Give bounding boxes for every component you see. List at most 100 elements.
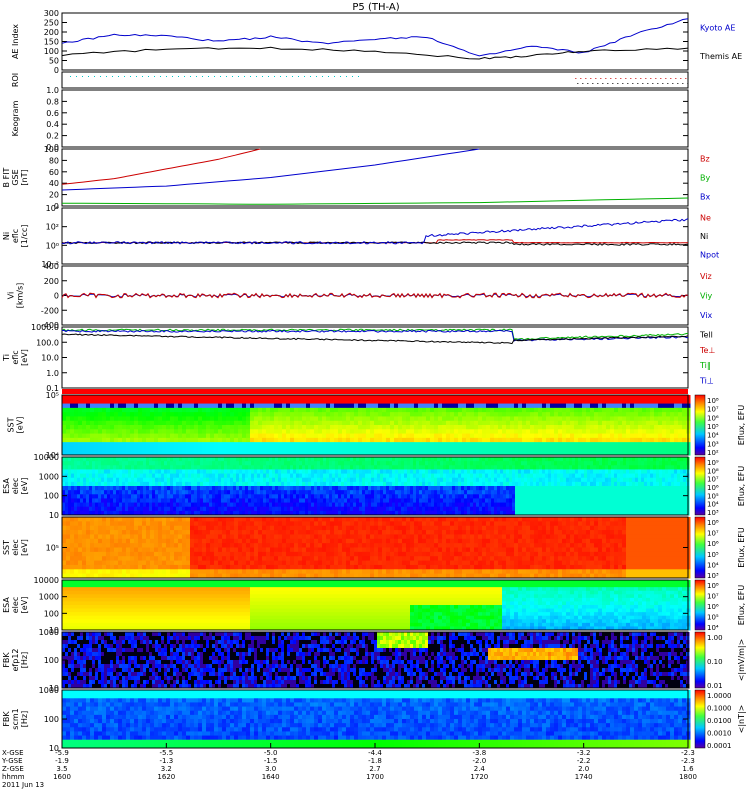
legend-Kyoto AE: Kyoto AE [700, 23, 735, 32]
y-tick-label: 10⁴ [46, 204, 59, 213]
roi-dot [106, 76, 107, 77]
y-tick-label: 20 [49, 191, 59, 200]
ylabel-line: [nT] [20, 169, 29, 185]
roi-dot [148, 76, 149, 77]
roi-dot [650, 78, 652, 79]
legend-Viy: Viy [700, 292, 713, 301]
ylabel-line: AE Index [11, 24, 20, 59]
colorbar-tick: 10³ [707, 572, 719, 580]
ylabel-ae: AE Index [11, 24, 20, 59]
x-tick-label-z: 3.5 [56, 765, 67, 773]
ylabel-fbk2: FBKscm1[Hz] [2, 708, 29, 729]
colorbar-tick: 10⁸ [707, 582, 719, 590]
colorbar-tick: 10⁸ [707, 519, 719, 527]
colorbar-tick: 10⁸ [707, 397, 719, 405]
y-tick-label: 100.0 [36, 338, 59, 347]
colorbar-tick: 10³ [707, 509, 719, 517]
roi-dot [328, 76, 329, 77]
colorbar-tick: 10⁷ [707, 476, 719, 484]
colorbar-tick: 10⁴ [707, 432, 719, 440]
x-tick-label-t: 1800 [679, 773, 697, 781]
y-tick-label: 40 [49, 179, 59, 188]
y-tick-label: 10⁵ [46, 544, 59, 553]
colorbar-tick: 10⁶ [707, 603, 719, 611]
legend-Ni: Ni [700, 232, 708, 241]
roi-dot [250, 76, 251, 77]
ylabel-line: [1/cc] [20, 225, 29, 248]
sst-flag-strip [62, 389, 688, 394]
ylabel-esa_e: ESAelec[eV] [2, 478, 29, 495]
roi-dot [575, 78, 577, 79]
roi-dot [647, 83, 649, 84]
roi-dot [100, 76, 101, 77]
roi-dot [590, 78, 592, 79]
y-tick-label: 0.4 [46, 120, 59, 129]
spectrogram-esa_i [62, 580, 691, 631]
ylabel-line: ESA [2, 478, 11, 494]
ylabel-line: [Hz] [20, 652, 29, 668]
y-tick-label: 0.8 [46, 97, 59, 106]
colorbar-tick: 10⁵ [707, 551, 719, 559]
colorbar-tick: 1.00 [707, 634, 723, 642]
roi-dot [595, 78, 597, 79]
trace-tiperp [61, 329, 689, 342]
colorbar-sst_i [694, 516, 706, 579]
colorbar-tick: 0.0100 [707, 717, 732, 725]
x-tick-label-z: 3.2 [161, 765, 172, 773]
ylabel-line: Ni [2, 232, 11, 240]
colorbar-tick: 10⁸ [707, 467, 719, 475]
roi-dot [625, 78, 627, 79]
panel-frame-sst_e [61, 394, 689, 456]
y-tick-label: 100 [44, 47, 59, 56]
roi-dot [172, 76, 173, 77]
roi-dot [286, 76, 287, 77]
y-tick-label: 100 [44, 492, 59, 501]
x-tick-label-x: -5.0 [264, 749, 278, 757]
y-tick-label: 10⁰ [46, 241, 59, 250]
roi-dot [256, 76, 257, 77]
roi-dot [627, 83, 629, 84]
ylabel-line: [eV] [16, 417, 25, 434]
y-tick-label: 0 [54, 202, 59, 211]
panel-frame-esa_e [61, 456, 689, 516]
roi-dot [166, 76, 167, 77]
roi-dot [94, 76, 95, 77]
panel-frame-roi [61, 71, 689, 89]
x-tick-label-x: -5.9 [55, 749, 69, 757]
roi-dot [585, 78, 587, 79]
roi-dot [682, 83, 684, 84]
legend-Bx: Bx [700, 193, 710, 202]
ylabel-line: elec [11, 478, 20, 494]
panel-frame-esa_i [61, 579, 689, 631]
colorbar-tick: 10⁵ [707, 423, 719, 431]
ylabel-line: FBK [2, 652, 11, 668]
panel-frame-ae [61, 12, 689, 71]
trace-tell [61, 333, 689, 345]
roi-dot [340, 76, 341, 77]
y-tick-label: 1000 [39, 472, 59, 481]
series-by [61, 197, 689, 205]
ylabel-line: SST [2, 540, 11, 555]
x-tick-label-x: -2.3 [681, 749, 695, 757]
roi-dot [334, 76, 335, 77]
ylabel-sst_i: SSTelec[eV] [2, 539, 29, 556]
colorbar-fbk1 [694, 631, 706, 689]
colorbar-tick: 10⁷ [707, 406, 719, 414]
roi-dot [587, 83, 589, 84]
ylabel-line: ROI [11, 73, 20, 87]
x-tick-label-y: -2.2 [577, 757, 591, 765]
ylabel-keogram: Keogram [11, 100, 20, 136]
roi-dot [298, 76, 299, 77]
y-tick-label: 1000.0 [31, 323, 59, 332]
x-tick-label-t: 1700 [366, 773, 384, 781]
y-tick-label: 10000 [34, 576, 59, 585]
roi-dot [178, 76, 179, 77]
colorbar-tick: 10⁶ [707, 540, 719, 548]
ylabel-line: [eV] [20, 539, 29, 556]
x-tick-label-z: 2.0 [578, 765, 589, 773]
roi-dot [640, 78, 642, 79]
ylabel-line: elec [11, 597, 20, 613]
y-tick-label: 300 [44, 9, 59, 18]
roi-dot [607, 83, 609, 84]
y-tick-label: 50 [49, 57, 59, 66]
